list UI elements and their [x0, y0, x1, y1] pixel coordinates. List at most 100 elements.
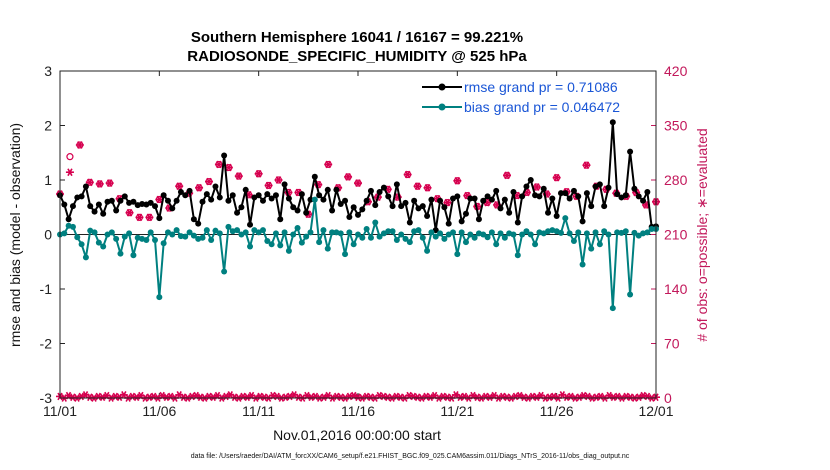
bias-point	[74, 234, 81, 241]
rmse-point	[445, 220, 452, 227]
rmse-point	[419, 203, 426, 210]
bias-point	[342, 251, 349, 258]
bias-point	[562, 215, 569, 222]
rmse-point	[329, 207, 336, 214]
rmse-point	[113, 207, 120, 214]
bias-point	[359, 234, 366, 241]
bias-point	[91, 229, 98, 236]
bias-point	[557, 229, 564, 236]
bias-point	[583, 230, 590, 237]
bias-point	[514, 252, 521, 259]
bias-point	[484, 234, 491, 241]
rmse-point	[307, 196, 314, 203]
obs-evaluated-point-center	[227, 165, 231, 170]
bias-point	[493, 241, 500, 248]
rmse-point	[510, 188, 517, 195]
rmse-point	[121, 193, 128, 200]
bias-point	[311, 196, 318, 203]
bias-point	[350, 241, 357, 248]
bias-point	[78, 241, 85, 248]
legend-marker-bias	[438, 103, 446, 111]
bias-point	[462, 239, 469, 246]
bias-point	[221, 268, 228, 275]
rmse-point	[562, 190, 569, 197]
rmse-point	[389, 203, 396, 210]
obs-evaluated-point-center	[346, 175, 350, 179]
bias-point	[627, 291, 634, 298]
rmse-point	[411, 197, 418, 204]
bias-point	[566, 230, 573, 237]
x-tick-label: 11/06	[142, 403, 176, 419]
rmse-point	[229, 192, 236, 199]
legend-marker-rmse	[438, 83, 446, 91]
bias-point	[337, 230, 344, 237]
bias-point	[190, 232, 197, 239]
obs-bottom-point-center	[249, 394, 254, 398]
bias-point	[488, 229, 495, 236]
rmse-point	[216, 194, 223, 201]
rmse-point	[95, 201, 102, 208]
rmse-point	[108, 197, 115, 204]
bias-point	[121, 233, 128, 240]
bias-point	[324, 245, 331, 252]
rmse-point	[458, 218, 465, 225]
obs-evaluated-point-center	[555, 176, 559, 180]
bias-point	[285, 247, 292, 254]
rmse-point	[519, 193, 526, 200]
obs-evaluated-point-center	[644, 203, 648, 207]
rmse-point	[117, 197, 124, 204]
bias-point	[242, 229, 249, 236]
bias-point	[281, 229, 288, 236]
obs-evaluated-point	[324, 160, 333, 169]
bias-point	[363, 226, 370, 233]
obs-bottom-point-center	[433, 394, 437, 398]
rmse-point	[471, 195, 478, 202]
rmse-point	[320, 196, 327, 203]
bias-point	[203, 227, 210, 234]
obs-evaluated-point-center	[505, 173, 509, 177]
obs-evaluated-point	[423, 183, 432, 192]
rmse-point	[87, 203, 94, 210]
bias-point	[290, 231, 297, 238]
obs-evaluated-point-center	[445, 200, 449, 205]
bias-point	[570, 238, 577, 245]
rmse-point	[311, 173, 318, 180]
rmse-point	[363, 197, 370, 204]
obs-evaluated-point	[214, 160, 223, 169]
obs-bottom-point-center	[105, 394, 109, 398]
rmse-point	[182, 192, 189, 199]
rmse-point	[324, 186, 331, 193]
chart-title: Southern Hemisphere 16041 / 16167 = 99.2…	[191, 29, 523, 46]
bias-point	[527, 231, 534, 238]
x-axis-label: Nov.01,2016 00:00:00 start	[273, 427, 441, 443]
bias-point	[208, 236, 215, 243]
obs-bottom-point-center	[139, 394, 143, 398]
bias-point	[234, 227, 241, 234]
obs-evaluated-point-center	[525, 190, 529, 195]
rmse-point	[393, 181, 400, 188]
y2-tick-label: 280	[664, 172, 688, 188]
bias-point	[367, 234, 374, 241]
obs-evaluated-point	[403, 170, 412, 179]
rmse-point	[147, 199, 154, 206]
rmse-point	[596, 181, 603, 188]
bias-point	[605, 231, 612, 238]
rmse-point	[285, 195, 292, 202]
obs-evaluated-point	[195, 183, 204, 192]
rmse-point	[242, 186, 249, 193]
y2-axis-label: # of obs: o=possible; ∗=evaluated	[694, 128, 710, 341]
bias-point	[622, 228, 629, 235]
rmse-point	[173, 197, 180, 204]
bias-point	[631, 229, 638, 236]
bias-point	[501, 234, 508, 241]
obs-evaluated-point	[105, 179, 114, 187]
rmse-point	[277, 216, 284, 223]
bias-point	[644, 229, 651, 236]
chart-subtitle: RADIOSONDE_SPECIFIC_HUMIDITY @ 525 hPa	[187, 48, 527, 65]
rmse-point	[264, 191, 271, 198]
rmse-point	[199, 198, 206, 205]
rmse-point	[190, 216, 197, 223]
rmse-point	[203, 191, 210, 198]
bias-point	[169, 231, 176, 238]
